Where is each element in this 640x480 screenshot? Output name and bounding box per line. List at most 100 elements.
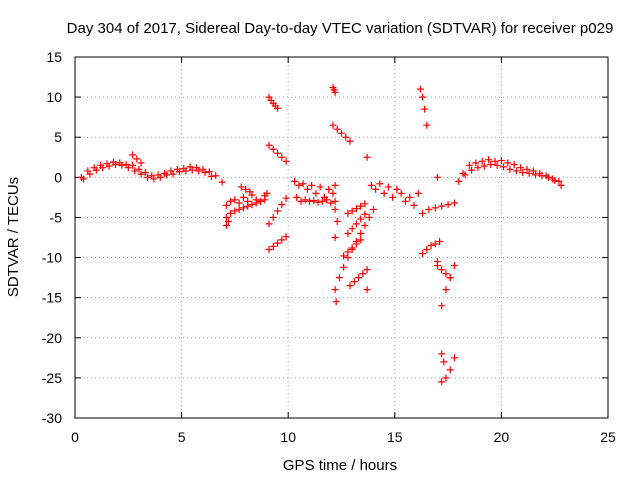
- data-point: [332, 298, 340, 306]
- series-arc-3: [129, 151, 145, 167]
- series-arc-22: [367, 180, 422, 209]
- data-point: [344, 209, 352, 217]
- data-point: [314, 198, 322, 206]
- data-point: [235, 205, 243, 213]
- series-arc-15: [331, 205, 341, 306]
- data-point: [450, 354, 458, 362]
- data-point: [80, 175, 88, 183]
- data-point: [86, 170, 94, 178]
- y-tick-label: -30: [42, 410, 62, 426]
- data-point: [340, 263, 348, 271]
- data-point: [222, 221, 230, 229]
- series-arc-24: [419, 199, 458, 217]
- data-point: [329, 121, 337, 129]
- data-point: [316, 183, 324, 191]
- data-point: [188, 166, 196, 174]
- data-point: [406, 193, 414, 201]
- data-point: [274, 104, 282, 112]
- data-point: [312, 189, 320, 197]
- data-point: [423, 121, 431, 129]
- data-point: [143, 173, 151, 181]
- data-point: [212, 172, 220, 180]
- data-point: [474, 164, 482, 172]
- data-point: [269, 145, 277, 153]
- series-arc-9: [265, 194, 290, 228]
- data-point: [440, 358, 448, 366]
- data-point: [346, 282, 354, 290]
- data-point: [376, 180, 384, 188]
- data-point: [478, 157, 486, 165]
- data-point: [150, 175, 158, 183]
- data-point: [510, 160, 518, 168]
- data-point: [195, 167, 203, 175]
- data-point: [367, 181, 375, 189]
- data-point: [105, 162, 113, 170]
- data-point: [436, 238, 444, 246]
- data-point: [357, 229, 365, 237]
- data-point: [331, 197, 339, 205]
- y-tick-label: -10: [42, 250, 62, 266]
- data-point: [431, 204, 439, 212]
- data-point: [137, 170, 145, 178]
- data-point: [297, 197, 305, 205]
- data-point: [237, 183, 245, 191]
- x-tick-label: 5: [178, 429, 186, 445]
- data-point: [306, 197, 314, 205]
- data-point: [438, 302, 446, 310]
- x-tick-label: 10: [280, 429, 296, 445]
- data-point: [205, 168, 213, 176]
- series-arc-6: [222, 183, 254, 229]
- data-point: [538, 172, 546, 180]
- data-point: [335, 274, 343, 282]
- data-point: [331, 181, 339, 189]
- data-point: [361, 200, 369, 208]
- data-point: [269, 242, 277, 250]
- data-point: [222, 213, 230, 221]
- data-point: [419, 209, 427, 217]
- y-tick-label: -25: [42, 370, 62, 386]
- data-point: [493, 161, 501, 169]
- data-point: [352, 220, 360, 228]
- data-point: [99, 164, 107, 172]
- data-point: [455, 177, 463, 185]
- data-point: [131, 167, 139, 175]
- data-point: [340, 252, 348, 260]
- series-arc-4: [222, 189, 271, 209]
- data-point: [318, 197, 326, 205]
- data-point: [333, 217, 341, 225]
- data-point: [363, 266, 371, 274]
- data-point: [227, 209, 235, 217]
- series-arc-14: [329, 121, 354, 145]
- data-point: [310, 197, 318, 205]
- series-arc-7: [265, 93, 282, 112]
- data-point: [444, 201, 452, 209]
- data-point: [299, 180, 307, 188]
- axis-ticks: [74, 56, 609, 419]
- data-point: [207, 173, 215, 181]
- data-point: [301, 196, 309, 204]
- data-point: [355, 274, 363, 282]
- data-point: [137, 159, 145, 167]
- data-point: [438, 266, 446, 274]
- data-point: [523, 165, 531, 173]
- data-point: [118, 161, 126, 169]
- data-point: [227, 197, 235, 205]
- series-arc-27: [433, 173, 454, 310]
- data-point: [333, 125, 341, 133]
- data-point: [365, 213, 373, 221]
- data-point: [450, 199, 458, 207]
- data-point: [323, 196, 331, 204]
- data-point: [442, 270, 450, 278]
- data-point: [201, 169, 209, 177]
- data-point: [427, 242, 435, 250]
- data-point: [92, 166, 100, 174]
- series-arc-31: [455, 160, 565, 189]
- data-point: [331, 88, 339, 96]
- data-point: [327, 199, 335, 207]
- data-point: [274, 239, 282, 247]
- data-point: [442, 286, 450, 294]
- y-tick-label: -15: [42, 290, 62, 306]
- data-point: [231, 207, 239, 215]
- data-point: [248, 201, 256, 209]
